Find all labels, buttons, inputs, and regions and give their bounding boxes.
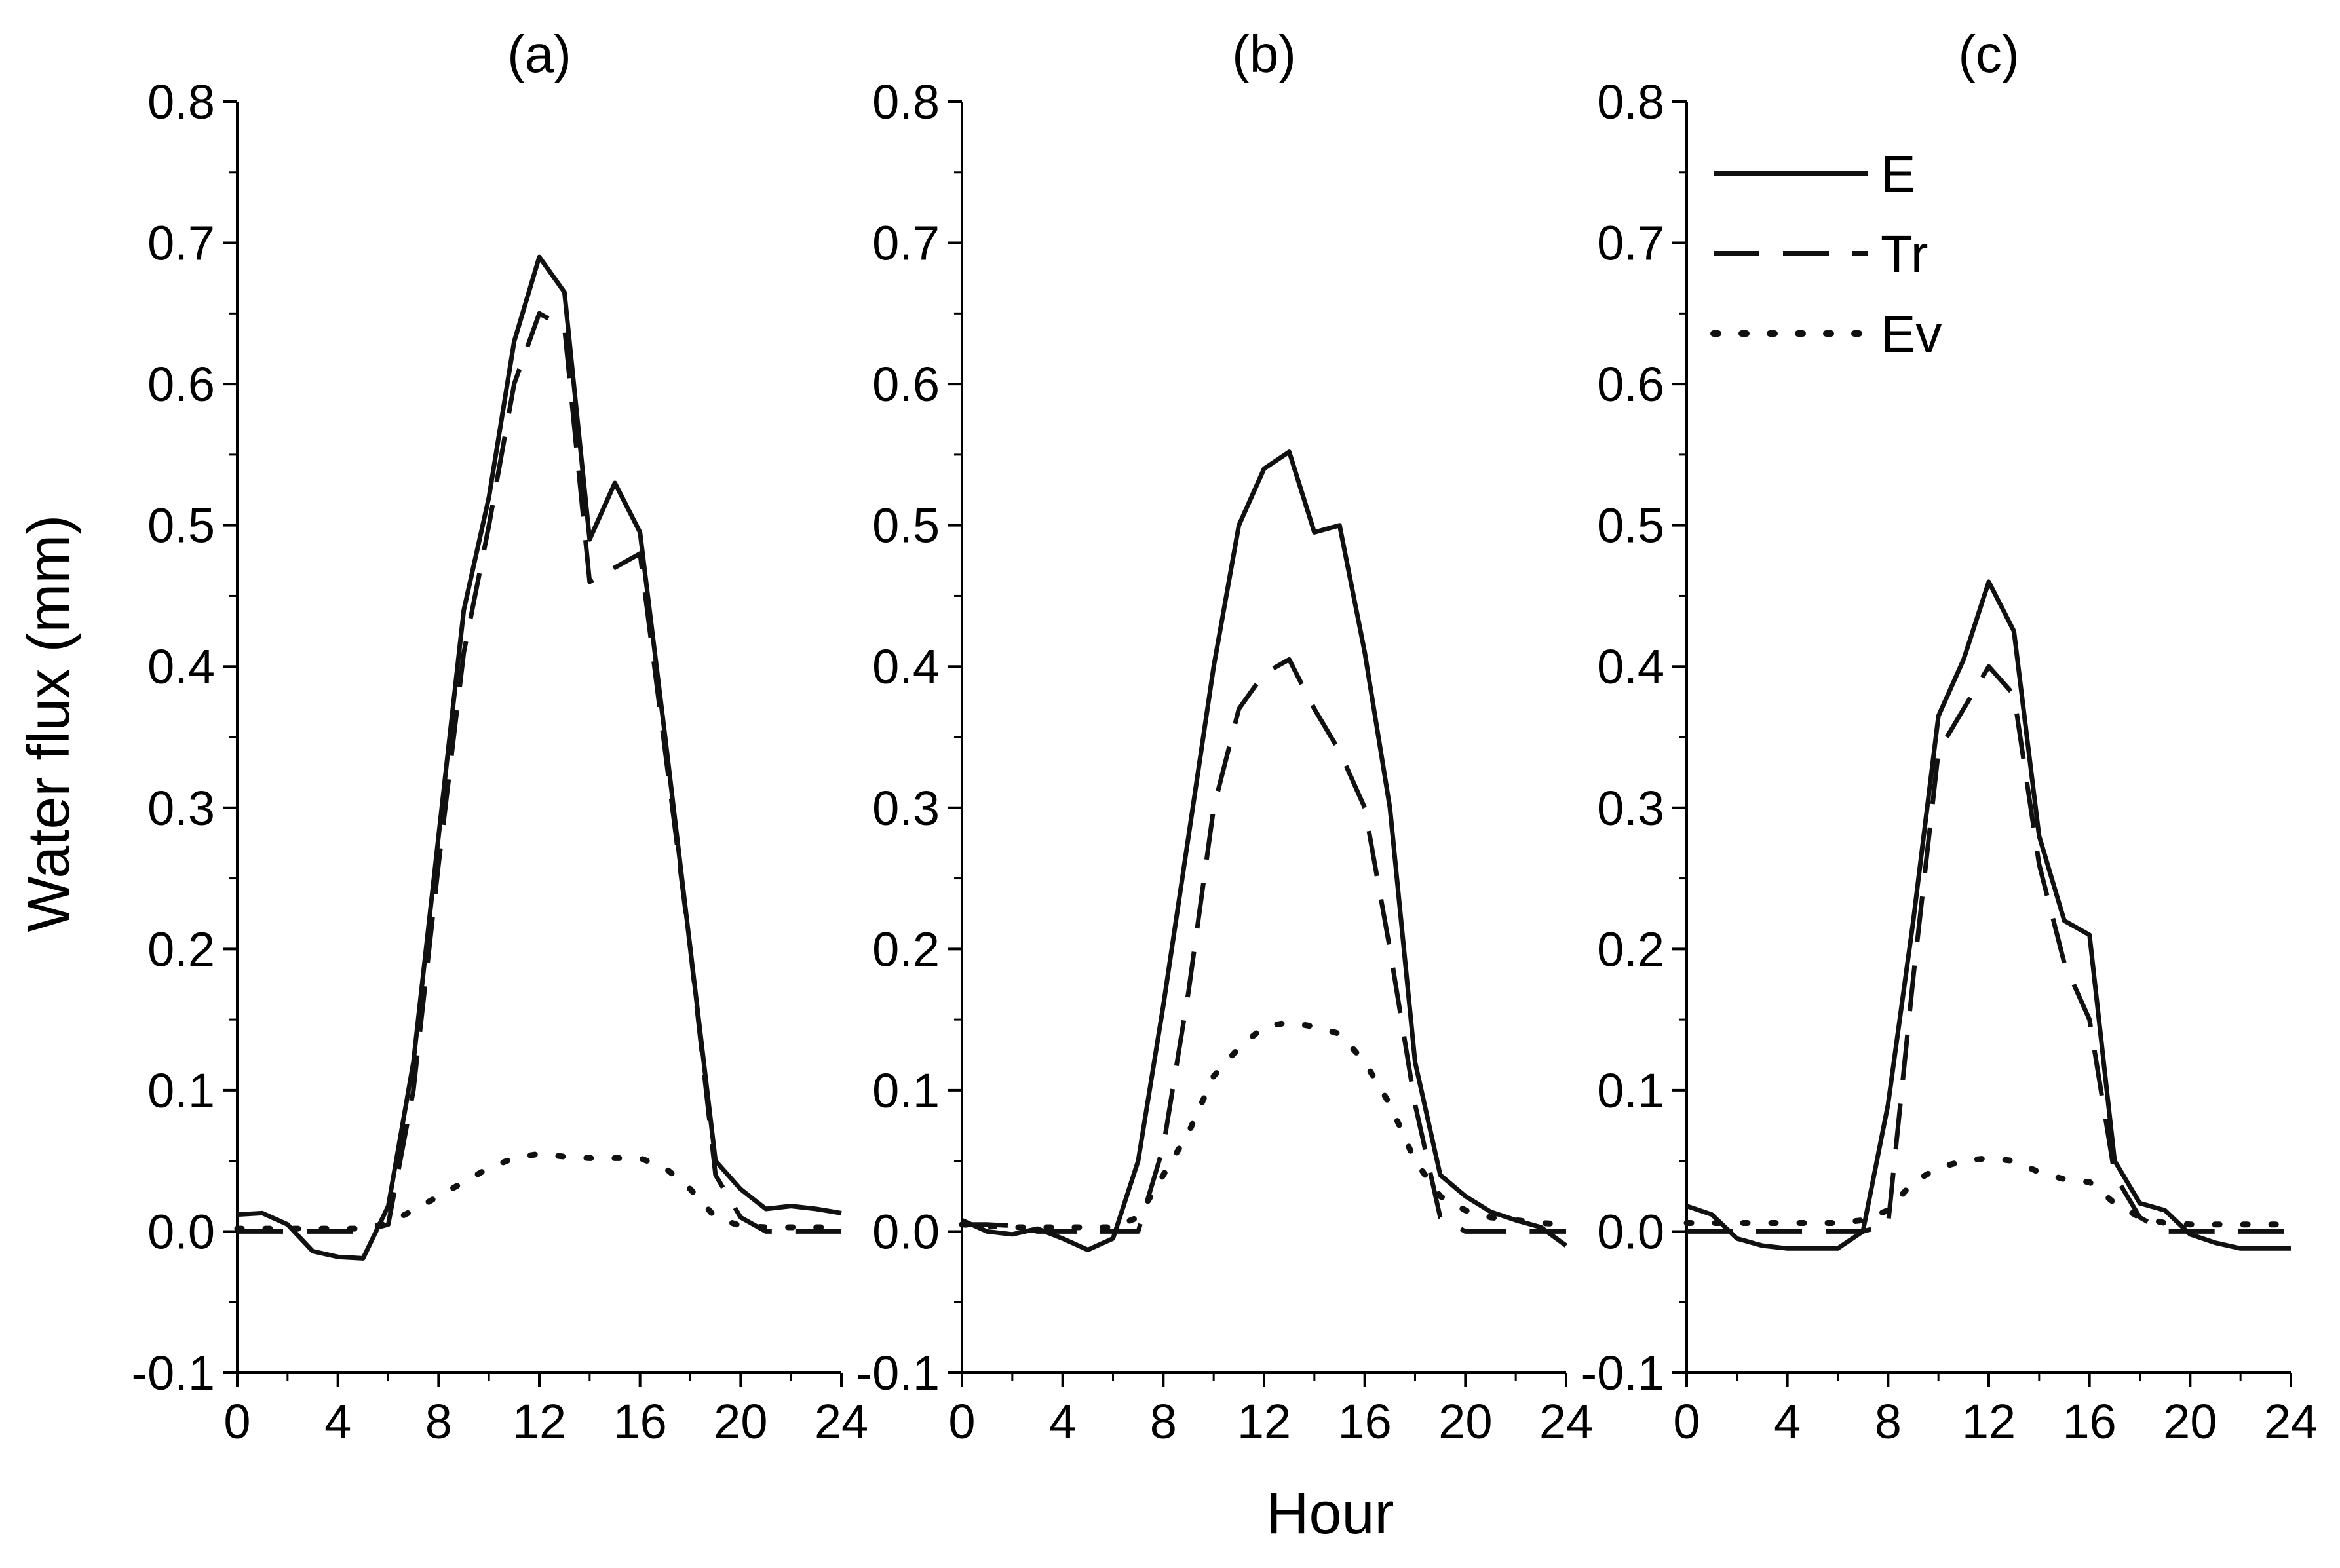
y-tick-label: 0.0 [147,1204,215,1259]
y-tick-label: 0.3 [1597,781,1664,835]
x-tick-label: 0 [223,1394,250,1449]
panel-c: -0.1 0.0 0.1 0.2 0.3 0.4 0.5 0.6 0.7 0.8 0 4 8 12 16 20… [1581,25,2318,1449]
series-line-tr-a [237,311,841,1234]
y-tick-label: -0.1 [131,1346,215,1400]
y-tick-label: 0.4 [872,640,940,694]
y-tick-label: 0.5 [1597,499,1664,553]
x-tick-label: 16 [2063,1394,2117,1449]
y-tick-label: 0.2 [147,922,215,976]
x-tick-label: 20 [714,1394,767,1449]
series-line-ev-a [234,1151,845,1232]
y-tick-label: 0.7 [147,216,215,271]
y-tick-label: 0.5 [872,499,940,553]
y-tick-label: 0.2 [1597,922,1664,976]
series-line-ev-b [959,1019,1569,1231]
y-tick-label: 0.4 [1597,640,1664,694]
panel-title-a: (a) [507,25,571,83]
y-axis-title: Water flux (mm) [16,515,82,932]
x-tick-label: 8 [1875,1394,1902,1449]
x-tick-label: 4 [1049,1394,1076,1449]
y-tick-label: 0.1 [872,1063,940,1118]
legend: E Tr Ev [1710,145,1942,363]
x-axis-title: Hour [1266,1481,1394,1546]
panel-b: -0.1 0.0 0.1 0.2 0.3 0.4 0.5 0.6 0.7 0.8 0 4 8 12 16 20… [856,25,1593,1449]
x-tick-label: 12 [512,1394,566,1449]
x-tick-label: 16 [613,1394,667,1449]
x-tick-label: 8 [425,1394,452,1449]
y-tick-label: 0.0 [1597,1204,1664,1259]
y-tick-label: -0.1 [1581,1346,1664,1400]
panel-title-c: (c) [1958,25,2019,83]
y-tick-label: 0.3 [147,781,215,835]
series-line-tr-b [962,657,1566,1234]
x-tick-label: 0 [948,1394,975,1449]
panel-a: -0.1 0.0 0.1 0.2 0.3 0.4 0.5 0.6 0.7 0.8 0 4 8 12 16 20… [131,25,868,1449]
series-line-ev-c [1683,1155,2294,1228]
y-tick-label: 0.7 [872,216,940,271]
y-tick-label: 0.1 [1597,1063,1664,1118]
series-line-e-a [237,254,842,1261]
legend-label-tr: Tr [1881,225,1928,283]
y-tick-label: 0.3 [872,781,940,835]
y-tick-label: 0.7 [1597,216,1664,271]
legend-label-e: E [1881,145,1915,203]
y-tick-label: 0.6 [872,357,940,411]
y-tick-label: 0.8 [147,75,215,129]
x-tick-label: 24 [2264,1394,2318,1449]
y-tick-label: 0.6 [147,357,215,411]
y-tick-label: 0.1 [147,1063,215,1118]
y-tick-label: 0.4 [147,640,215,694]
x-tick-label: 20 [2163,1394,2217,1449]
series-line-e-b [961,449,1568,1252]
y-tick-label: 0.6 [1597,357,1664,411]
y-tick-label: 0.2 [872,922,940,976]
x-tick-label: 0 [1673,1394,1700,1449]
x-tick-label: 16 [1338,1394,1392,1449]
x-tick-label: 4 [1774,1394,1801,1449]
series-line-tr-c [1687,664,2291,1234]
x-tick-label: 24 [815,1394,868,1449]
y-tick-label: 0.8 [872,75,940,129]
panel-title-b: (b) [1232,25,1296,83]
y-tick-label: 0.0 [872,1204,940,1259]
x-tick-label: 8 [1150,1394,1177,1449]
x-tick-label: 12 [1237,1394,1291,1449]
x-tick-label: 20 [1438,1394,1492,1449]
series-line-e-c [1685,579,2291,1251]
x-tick-label: 24 [1539,1394,1593,1449]
y-tick-label: -0.1 [856,1346,940,1400]
y-tick-label: 0.8 [1597,75,1664,129]
x-tick-label: 4 [324,1394,351,1449]
legend-label-ev: Ev [1881,305,1942,363]
y-tick-label: 0.5 [147,499,215,553]
x-tick-label: 12 [1962,1394,2016,1449]
